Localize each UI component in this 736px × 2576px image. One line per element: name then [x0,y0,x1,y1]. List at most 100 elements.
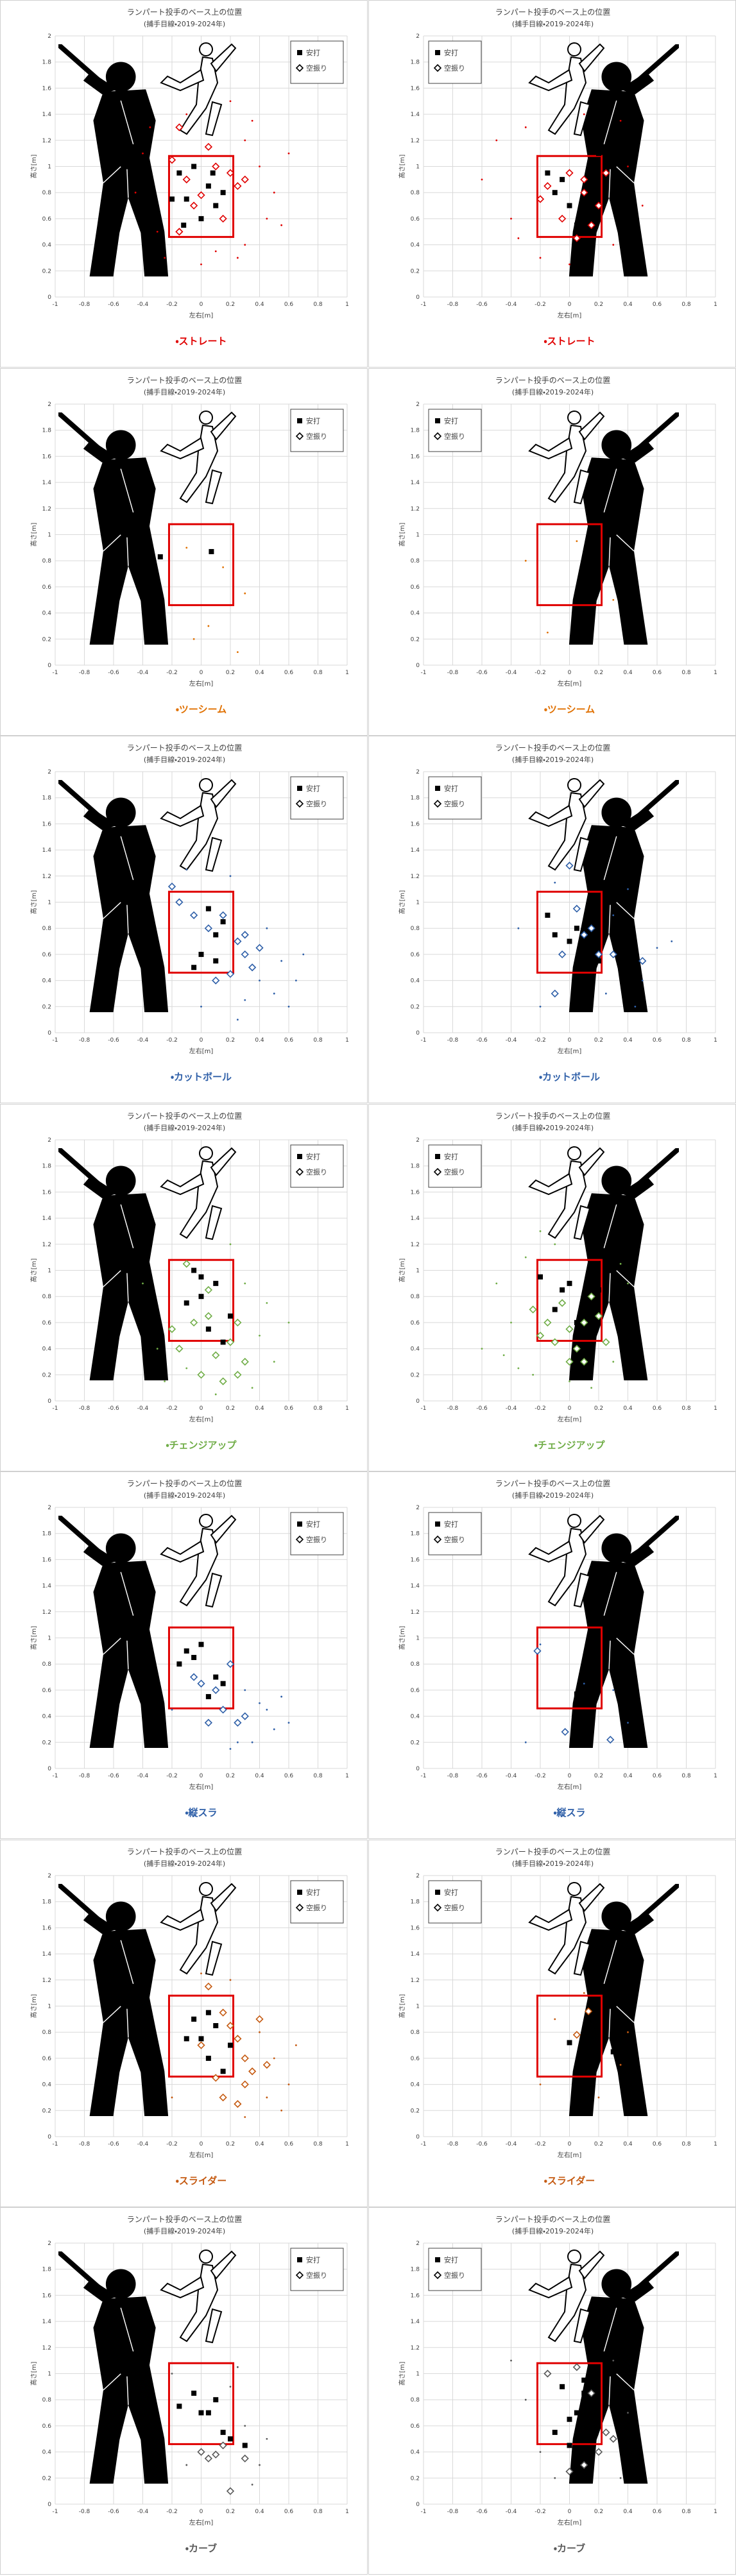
x-tick-label: 0.4 [255,301,264,308]
legend-label: 安打 [444,1888,458,1897]
x-tick-label: 0.4 [255,670,264,676]
point-diamond [241,1357,249,1366]
y-tick-label: 1.4 [42,1216,52,1222]
y-tick-label: 1 [47,900,51,906]
chart-subtitle: (捕手目線・2019-2024年) [144,1859,225,1868]
chart-title: ランパート投手のベース上の位置 [127,1847,242,1856]
x-tick-label: -0.6 [476,1037,488,1044]
point-diamond [529,1305,537,1314]
legend-marker [297,1521,302,1527]
point-square [213,1280,219,1286]
y-tick-label: 0.2 [411,1372,420,1378]
legend-box [428,2248,482,2291]
point-dot [287,152,290,155]
x-tick-label: -0.6 [108,2141,119,2148]
y-tick-label: 0.8 [411,2029,420,2036]
x-tick-label: -0.6 [476,670,488,676]
x-tick-label: 0.4 [255,2509,264,2515]
legend-label: 安打 [306,48,320,57]
point-diamond [226,169,235,177]
point-diamond [189,911,198,919]
legend-label: 空振り [306,64,327,72]
legend-marker [297,1889,302,1895]
x-tick-label: 0.4 [623,2509,633,2515]
point-square [191,2016,197,2022]
point-diamond [551,989,559,998]
point-diamond [241,175,249,183]
point-diamond [580,1318,588,1326]
point-diamond [197,1679,205,1688]
point-square [205,2410,211,2416]
x-axis-label: 左右[m] [189,1415,214,1423]
y-tick-label: 1.8 [411,60,420,66]
point-diamond [219,2008,227,2017]
y-tick-label: 1.8 [42,1899,52,1905]
point-square [205,2055,211,2061]
chart-title: ランパート投手のベース上の位置 [495,375,610,385]
point-square [552,190,558,196]
y-tick-label: 0.6 [42,1319,52,1326]
point-diamond [602,169,610,177]
x-tick-label: -0.2 [535,1773,546,1779]
point-diamond [558,1298,567,1307]
point-dot [612,598,615,601]
point-diamond [543,182,552,191]
y-tick-label: 0.4 [411,242,420,249]
point-square [581,984,587,990]
point-dot [273,1360,275,1362]
x-tick-label: 0.6 [284,1037,294,1044]
x-tick-label: 0.6 [284,1773,294,1779]
y-tick-label: 1.2 [42,1977,51,1983]
point-square [220,190,226,196]
x-tick-label: 1 [345,1037,349,1044]
point-dot [619,1262,622,1265]
point-diamond [219,1377,227,1385]
y-tick-label: 1 [416,2003,420,2010]
point-dot [539,1643,542,1646]
x-tick-label: 1 [345,1773,349,1779]
point-square [205,906,211,911]
y-tick-label: 0.2 [411,2108,420,2114]
y-tick-label: 1.4 [411,1951,420,1958]
point-dot [259,2464,261,2466]
legend-marker [295,2271,304,2280]
chart-panel: 0 0.2 0.4 0.6 0.8 1 1.2 1.4 1.6 1.8 2 -1 -0.8 -0.6 -0.… [368,1839,736,2207]
x-tick-label: 1 [714,1037,717,1044]
point-square [228,2436,233,2442]
x-tick-label: -0.8 [447,1037,459,1044]
x-tick-label: -0.6 [108,1037,119,1044]
y-tick-label: 1.6 [411,2292,420,2299]
x-tick-label: -0.2 [166,2509,178,2515]
x-tick-label: -0.2 [535,301,546,308]
y-tick-label: 1.6 [411,821,420,827]
point-dot [229,1748,232,1750]
point-diamond [197,1370,205,1378]
y-tick-label: 1.2 [411,1977,420,1983]
x-tick-label: 0 [568,1037,572,1044]
x-tick-label: 0.2 [594,670,603,676]
y-tick-label: 1.4 [42,847,52,854]
point-dot [244,1689,246,1691]
x-tick-label: 0 [568,670,572,676]
point-dot [207,625,210,627]
x-tick-label: 0.6 [653,2509,662,2515]
point-diamond [565,2467,574,2476]
point-diamond [558,214,567,223]
legend-marker [435,786,440,791]
point-square [198,2410,204,2416]
point-dot [554,2477,556,2479]
x-tick-label: 0.6 [653,1037,662,1044]
y-tick-label: 2 [47,1505,51,1511]
x-tick-label: 0.6 [284,670,294,676]
y-tick-label: 1.6 [42,1557,52,1563]
point-diamond [212,1351,220,1359]
x-tick-label: -0.2 [166,1773,178,1779]
pitch-caption: ・ツーシーム [176,704,227,715]
point-dot [185,113,188,115]
point-dot [273,1728,275,1731]
y-tick-label: 0.8 [42,2029,52,2036]
legend-label: 安打 [306,1152,320,1161]
point-diamond [234,182,242,191]
point-dot [641,979,644,981]
legend-label: 安打 [306,784,320,793]
